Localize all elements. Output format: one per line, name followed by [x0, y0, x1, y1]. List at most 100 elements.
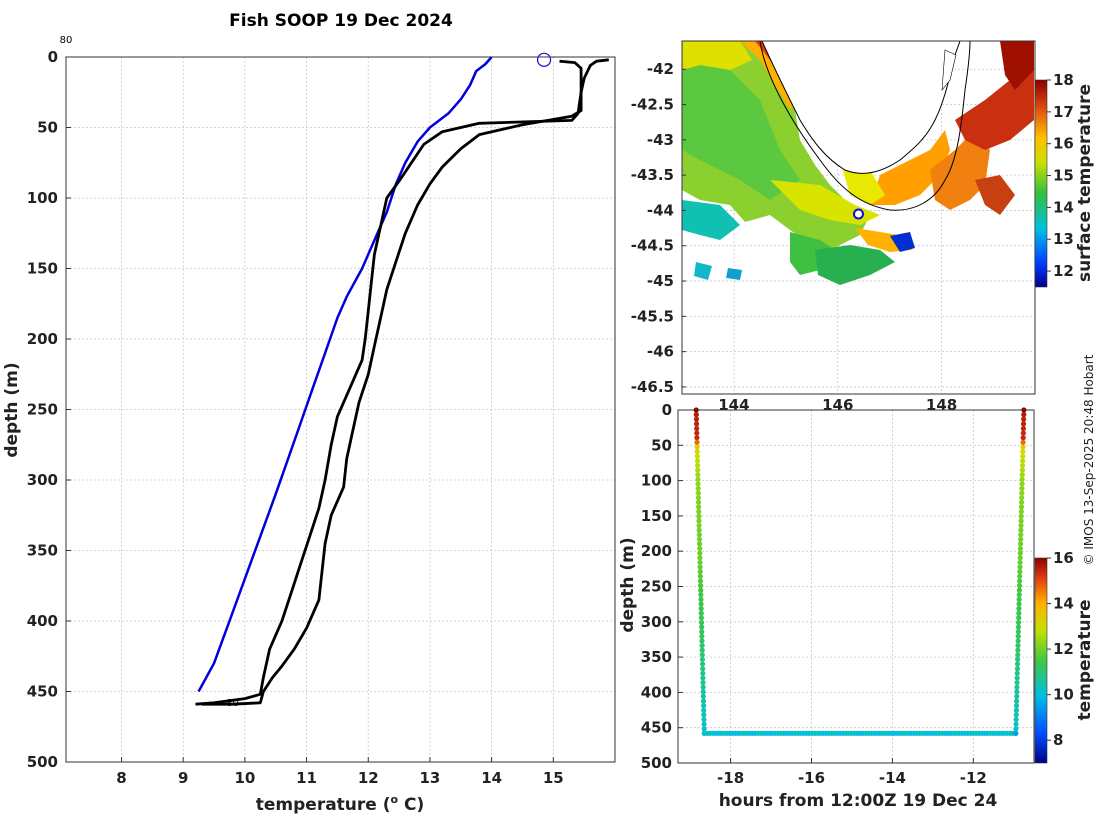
- map-lat-tick-label: -42: [647, 60, 674, 78]
- track-point-descent: [698, 619, 705, 626]
- depth-tick-label: 200: [641, 542, 672, 560]
- track-point-descent: [699, 647, 705, 653]
- track-point-ascent: [1017, 541, 1024, 547]
- y-tick-label: 350: [27, 542, 58, 560]
- track-point-descent: [701, 721, 707, 727]
- track-point-descent: [698, 601, 704, 607]
- track-point-descent: [699, 624, 705, 630]
- temperature-colorbar-tick-label: 10: [1053, 686, 1074, 704]
- track-point-descent: [701, 703, 707, 709]
- track-point-ascent: [1014, 679, 1020, 686]
- y-tick-label: 300: [27, 471, 58, 489]
- track-point-descent: [695, 476, 701, 482]
- x-tick-label: 10: [234, 769, 255, 787]
- track-point-descent: [698, 606, 704, 612]
- profile-line-1: [197, 56, 493, 693]
- track-point-descent: [695, 485, 701, 492]
- sst-colorbar-tick-label: 18: [1053, 71, 1074, 89]
- track-point-descent: [699, 656, 706, 663]
- track-point-descent: [697, 582, 704, 589]
- temperature-colorbar-tick-label: 8: [1053, 731, 1063, 749]
- map-lat-tick-label: -43: [647, 131, 674, 149]
- track-point-ascent: [1014, 698, 1020, 704]
- track-point-descent: [697, 569, 703, 575]
- track-point-ascent: [1017, 569, 1023, 575]
- track-point-ascent: [1013, 730, 1019, 736]
- track-point-descent: [696, 541, 703, 547]
- track-point-ascent: [1021, 416, 1027, 422]
- x-tick-label: 15: [543, 769, 564, 787]
- track-point-ascent: [1019, 490, 1025, 496]
- y-tick-label: 150: [27, 260, 58, 278]
- chart-title: Fish SOOP 19 Dec 2024: [229, 11, 453, 31]
- track-point-ascent: [1019, 467, 1025, 473]
- track-point-descent: [696, 518, 702, 524]
- track-point-ascent: [1015, 647, 1021, 653]
- sst-colorbar-tick-label: 13: [1053, 230, 1074, 248]
- track-point-descent: [700, 675, 706, 681]
- track-point-descent: [699, 629, 705, 635]
- sst-field: [682, 41, 1034, 285]
- track-point-descent: [696, 522, 702, 529]
- track-point-descent: [698, 596, 704, 602]
- x-tick-label: 14: [481, 769, 502, 787]
- y-tick-label: 450: [27, 683, 58, 701]
- track-point-ascent: [1020, 444, 1026, 450]
- track-point-descent: [697, 555, 703, 561]
- temperature-colorbar-label: temperature: [1075, 599, 1095, 720]
- time-tick-label: -14: [879, 769, 906, 787]
- temperature-colorbar: [1034, 557, 1048, 764]
- track-point-ascent: [1017, 578, 1023, 584]
- track-point-ascent: [1015, 624, 1022, 630]
- track-point-ascent: [1018, 518, 1024, 524]
- track-point-ascent: [1018, 522, 1024, 529]
- track-point-ascent: [1021, 412, 1027, 418]
- depth-tick-label: 300: [641, 613, 672, 631]
- temperature-colorbar-tick-label: 14: [1053, 595, 1074, 613]
- track-point-ascent: [1017, 555, 1023, 561]
- track-point-ascent: [1015, 619, 1022, 626]
- track-point-descent: [693, 416, 700, 422]
- track-point-ascent: [1016, 610, 1022, 616]
- x-tick-label: 8: [116, 769, 126, 787]
- surface-marker: [536, 52, 552, 67]
- track-point-descent: [700, 684, 706, 690]
- track-point-ascent: [1015, 638, 1021, 644]
- track-point-ascent: [1016, 601, 1022, 607]
- track-point-ascent: [1013, 703, 1020, 709]
- track-point-ascent: [1016, 582, 1023, 589]
- y-tick-label: 400: [27, 612, 58, 630]
- track-point-ascent: [1020, 458, 1026, 464]
- track-point-descent: [694, 462, 701, 469]
- map-lat-tick-label: -46.5: [631, 378, 674, 396]
- annotation-label: 80: [226, 698, 239, 709]
- track-point-descent: [700, 698, 707, 704]
- track-point-descent: [694, 458, 701, 464]
- track-point-ascent: [1018, 509, 1024, 515]
- track-point-descent: [695, 499, 702, 505]
- track-point-ascent: [1019, 476, 1025, 482]
- track-point-ascent: [1017, 564, 1023, 570]
- track-point-ascent: [1020, 453, 1026, 459]
- sst-colorbar-tick-label: 15: [1053, 167, 1074, 185]
- x-tick-label: 11: [296, 769, 317, 787]
- profile-line-3: [201, 59, 583, 706]
- track-point-descent: [696, 532, 702, 538]
- map-lon-tick-label: 146: [822, 396, 853, 414]
- track-point-ascent: [1020, 425, 1027, 432]
- track-point-ascent: [1019, 481, 1025, 487]
- track-point-descent: [698, 610, 704, 616]
- depth-tick-label: 100: [641, 472, 672, 490]
- track-point-descent: [695, 490, 701, 496]
- track-point-ascent: [1020, 448, 1026, 455]
- track-point-descent: [698, 615, 705, 621]
- track-point-ascent: [1016, 587, 1022, 593]
- track-point-ascent: [1014, 689, 1020, 695]
- track-point-ascent: [1015, 633, 1021, 639]
- track-point-descent: [699, 652, 705, 658]
- track-point-descent: [700, 670, 706, 676]
- track-point-descent: [700, 679, 706, 686]
- track-point-descent: [701, 716, 707, 723]
- track-point-descent: [695, 481, 701, 487]
- track-point-descent: [699, 661, 706, 667]
